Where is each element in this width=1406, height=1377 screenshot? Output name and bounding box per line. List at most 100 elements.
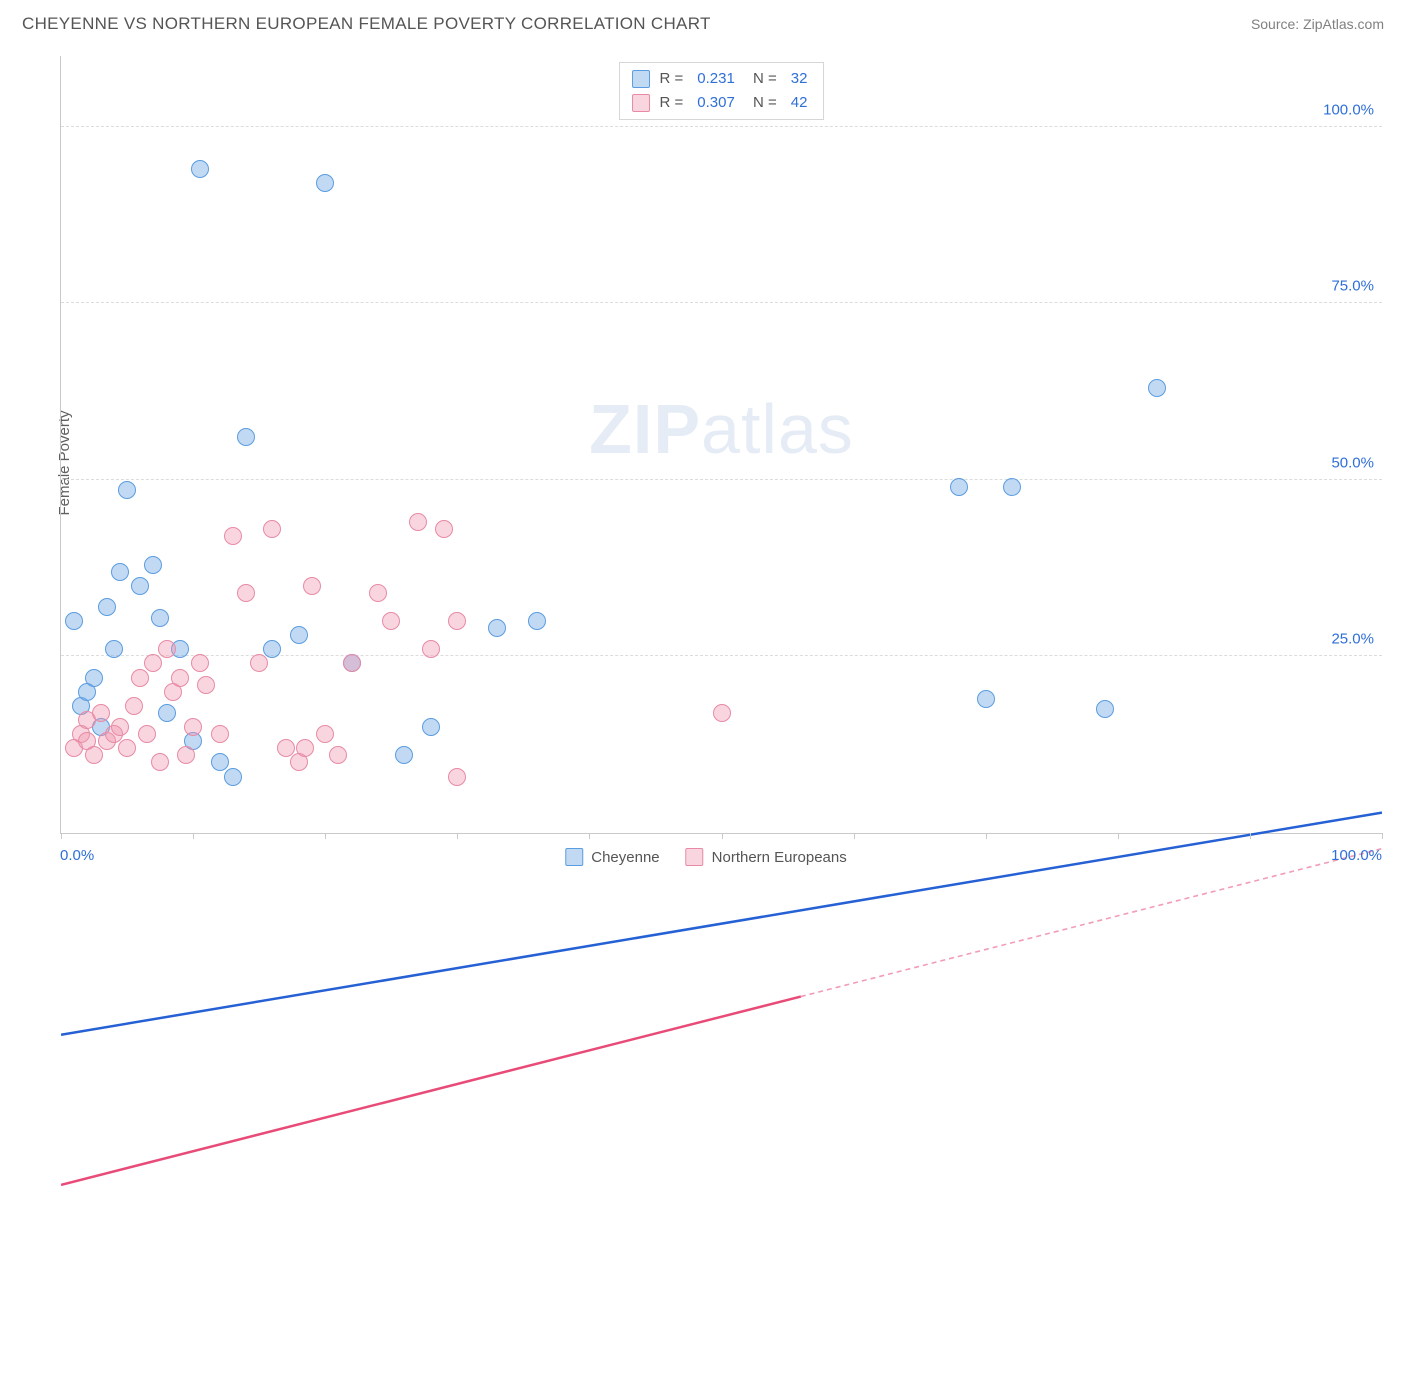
data-point [277,739,295,757]
data-point [448,768,466,786]
data-point [237,584,255,602]
data-point [144,654,162,672]
data-point [177,746,195,764]
data-point [488,619,506,637]
data-point [184,718,202,736]
data-point [85,669,103,687]
legend-stats: R = 0.231 N = 32 R = 0.307 N = 42 [619,62,825,120]
y-tick-label: 75.0% [1331,278,1374,295]
data-point [191,160,209,178]
y-tick-label: 100.0% [1323,101,1374,118]
data-point [296,739,314,757]
x-tick [589,833,590,839]
data-point [528,612,546,630]
legend-item-northern-european: Northern Europeans [686,848,847,866]
data-point [171,669,189,687]
y-tick-label: 50.0% [1331,454,1374,471]
legend-swatch-northern-european [632,94,650,112]
y-tick-label: 25.0% [1331,631,1374,648]
data-point [92,704,110,722]
legend-swatch-icon [686,848,704,866]
x-tick [1250,833,1251,839]
x-tick [457,833,458,839]
data-point [343,654,361,672]
data-point [263,520,281,538]
r-value-cheyenne: 0.231 [693,67,739,91]
data-point [316,174,334,192]
data-point [224,527,242,545]
x-axis-min-label: 0.0% [60,847,94,864]
data-point [263,640,281,658]
x-tick [193,833,194,839]
r-value-northern-european: 0.307 [693,91,739,115]
chart-container: Female Poverty ZIPatlas R = 0.231 N = 32… [22,50,1390,876]
data-point [151,753,169,771]
data-point [118,739,136,757]
data-point [435,520,453,538]
data-point [85,746,103,764]
n-value-northern-european: 42 [787,91,812,115]
data-point [303,577,321,595]
data-point [1096,700,1114,718]
data-point [144,556,162,574]
data-point [329,746,347,764]
data-point [224,768,242,786]
data-point [422,640,440,658]
data-point [118,481,136,499]
data-point [369,584,387,602]
legend-stat-row: R = 0.231 N = 32 [632,67,812,91]
plot-area: ZIPatlas R = 0.231 N = 32 R = 0.307 N = … [60,56,1382,834]
data-point [1003,478,1021,496]
data-point [409,513,427,531]
x-tick [61,833,62,839]
watermark: ZIPatlas [589,389,854,469]
data-point [237,428,255,446]
x-tick [1118,833,1119,839]
data-point [105,640,123,658]
data-point [158,640,176,658]
data-point [131,577,149,595]
x-tick [722,833,723,839]
data-point [977,690,995,708]
legend-swatch-icon [565,848,583,866]
x-tick [854,833,855,839]
data-point [158,704,176,722]
gridline [61,302,1382,303]
chart-title: CHEYENNE VS NORTHERN EUROPEAN FEMALE POV… [22,14,711,34]
legend-swatch-cheyenne [632,70,650,88]
legend-series: Cheyenne Northern Europeans [565,848,846,866]
data-point [290,626,308,644]
x-tick [1382,833,1383,839]
source-attribution: Source: ZipAtlas.com [1251,16,1384,32]
x-tick [325,833,326,839]
data-point [395,746,413,764]
data-point [1148,379,1166,397]
data-point [197,676,215,694]
data-point [138,725,156,743]
x-tick [986,833,987,839]
data-point [448,612,466,630]
data-point [151,609,169,627]
data-point [98,598,116,616]
data-point [211,725,229,743]
legend-item-cheyenne: Cheyenne [565,848,659,866]
data-point [111,563,129,581]
data-point [191,654,209,672]
data-point [250,654,268,672]
chart-header: CHEYENNE VS NORTHERN EUROPEAN FEMALE POV… [0,0,1406,44]
x-axis-max-label: 100.0% [1331,847,1382,864]
data-point [211,753,229,771]
data-point [125,697,143,715]
data-point [950,478,968,496]
data-point [422,718,440,736]
gridline [61,479,1382,480]
data-point [316,725,334,743]
data-point [111,718,129,736]
data-point [131,669,149,687]
gridline [61,126,1382,127]
data-point [382,612,400,630]
n-value-cheyenne: 32 [787,67,812,91]
data-point [65,612,83,630]
legend-stat-row: R = 0.307 N = 42 [632,91,812,115]
data-point [713,704,731,722]
